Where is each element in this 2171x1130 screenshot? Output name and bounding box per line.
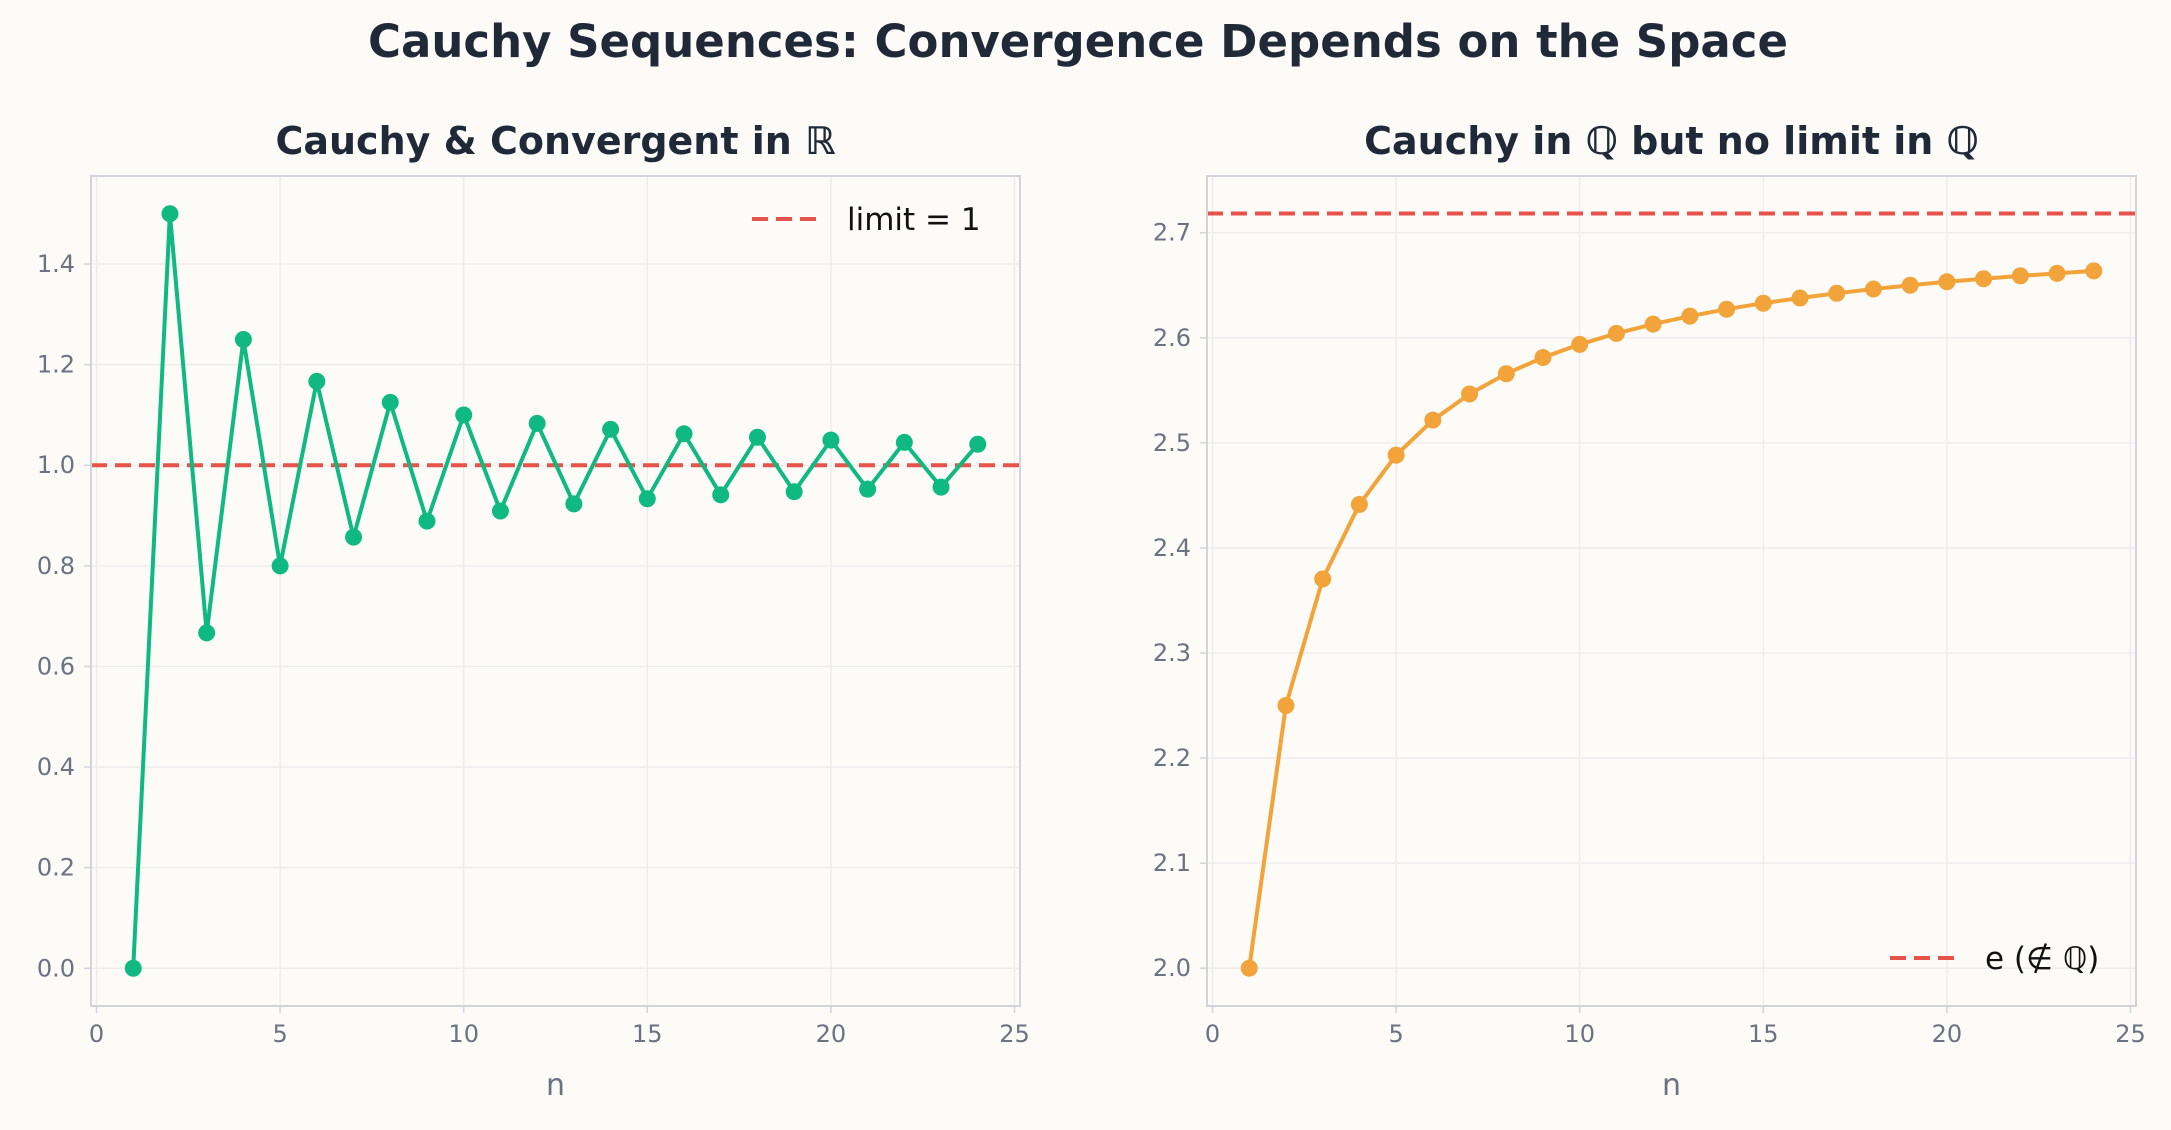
data-point	[491, 502, 509, 520]
data-point	[1681, 307, 1699, 325]
plot-area	[91, 176, 1020, 1006]
panel-title: Cauchy & Convergent in ℝ	[275, 119, 836, 163]
data-point	[602, 420, 620, 438]
x-tick-label: 15	[632, 1020, 663, 1048]
data-point	[1975, 270, 1993, 288]
x-tick-label: 0	[89, 1020, 104, 1048]
x-tick-label: 10	[1564, 1020, 1595, 1048]
data-point	[1350, 495, 1368, 513]
data-point	[1424, 411, 1442, 429]
y-tick-label: 1.4	[37, 250, 75, 278]
x-tick-label: 5	[1388, 1020, 1403, 1048]
x-tick-label: 25	[2115, 1020, 2146, 1048]
data-point	[1240, 959, 1258, 977]
data-point	[1938, 273, 1956, 291]
plot-frame	[90, 175, 1021, 1007]
legend-label: e (∉ ℚ)	[1985, 941, 2099, 977]
data-point	[1314, 570, 1332, 588]
data-point	[748, 428, 766, 446]
data-point	[895, 433, 913, 451]
data-point	[712, 486, 730, 504]
x-tick-label: 20	[1932, 1020, 1963, 1048]
data-point	[1828, 284, 1846, 302]
data-point	[234, 330, 252, 348]
y-tick-label: 0.6	[37, 652, 75, 680]
y-tick-label: 1.0	[37, 451, 75, 479]
figure-title: Cauchy Sequences: Convergence Depends on…	[368, 15, 1788, 68]
y-tick-label: 2.1	[1153, 849, 1191, 877]
data-point	[528, 414, 546, 432]
data-point	[1277, 697, 1295, 715]
data-point	[1791, 289, 1809, 307]
y-tick-label: 0.0	[37, 954, 75, 982]
y-tick-label: 2.5	[1153, 429, 1191, 457]
chart-panel-left: 0 5 10 15 20 25 0.0 0.2 0.4 0.6 0.8 1.0 1.2 1.4 Cauchy…	[37, 119, 1030, 1103]
data-point	[638, 490, 656, 508]
data-point	[1607, 324, 1625, 342]
y-tick-label: 2.0	[1153, 954, 1191, 982]
y-tick-label: 2.6	[1153, 324, 1191, 352]
data-point	[675, 425, 693, 443]
data-point	[1864, 280, 1882, 298]
data-point	[345, 528, 363, 546]
data-point	[1901, 276, 1919, 294]
data-point	[565, 495, 583, 513]
y-tick-label: 2.3	[1153, 639, 1191, 667]
data-point	[2085, 262, 2103, 280]
y-tick-label: 0.8	[37, 552, 75, 580]
x-tick-label: 0	[1205, 1020, 1220, 1048]
data-point	[271, 557, 289, 575]
x-axis-label: n	[546, 1068, 565, 1103]
data-point	[418, 512, 436, 530]
data-point	[1534, 349, 1552, 367]
data-point	[161, 205, 179, 223]
data-point	[932, 478, 950, 496]
y-tick-label: 0.2	[37, 854, 75, 882]
y-tick-label: 2.2	[1153, 744, 1191, 772]
data-point	[198, 624, 216, 642]
data-point	[1571, 335, 1589, 353]
data-point	[2048, 264, 2066, 282]
data-point	[1497, 365, 1515, 383]
data-point	[1387, 446, 1405, 464]
panel-title: Cauchy in ℚ but no limit in ℚ	[1364, 119, 1979, 163]
x-axis-label: n	[1662, 1068, 1681, 1103]
x-tick-label: 5	[272, 1020, 287, 1048]
plot-area	[1207, 176, 2136, 1006]
x-tick-label: 10	[448, 1020, 479, 1048]
data-point	[859, 480, 877, 498]
data-point	[1644, 315, 1662, 333]
data-point	[822, 431, 840, 449]
data-point	[1754, 294, 1772, 312]
x-tick-label: 15	[1748, 1020, 1779, 1048]
x-tick-label: 25	[999, 1020, 1030, 1048]
data-point	[1461, 385, 1479, 403]
data-point	[455, 406, 473, 424]
plot-frame	[1206, 175, 2137, 1007]
data-point	[2011, 267, 2029, 285]
data-point	[381, 393, 399, 411]
y-tick-label: 0.4	[37, 753, 75, 781]
y-tick-label: 2.4	[1153, 534, 1191, 562]
chart-panel-right: 0 5 10 15 20 25 2.0 2.1 2.2 2.3 2.4 2.5 2.6 2.7 Cauchy…	[1153, 119, 2146, 1103]
series-line	[131, 211, 980, 969]
x-tick-label: 20	[816, 1020, 847, 1048]
legend-label: limit = 1	[847, 202, 981, 238]
y-tick-label: 2.7	[1153, 219, 1191, 247]
data-point	[785, 483, 803, 501]
data-point	[124, 959, 142, 977]
data-point	[969, 435, 987, 453]
data-point	[308, 372, 326, 390]
y-tick-label: 1.2	[37, 351, 75, 379]
data-point	[1718, 300, 1736, 318]
